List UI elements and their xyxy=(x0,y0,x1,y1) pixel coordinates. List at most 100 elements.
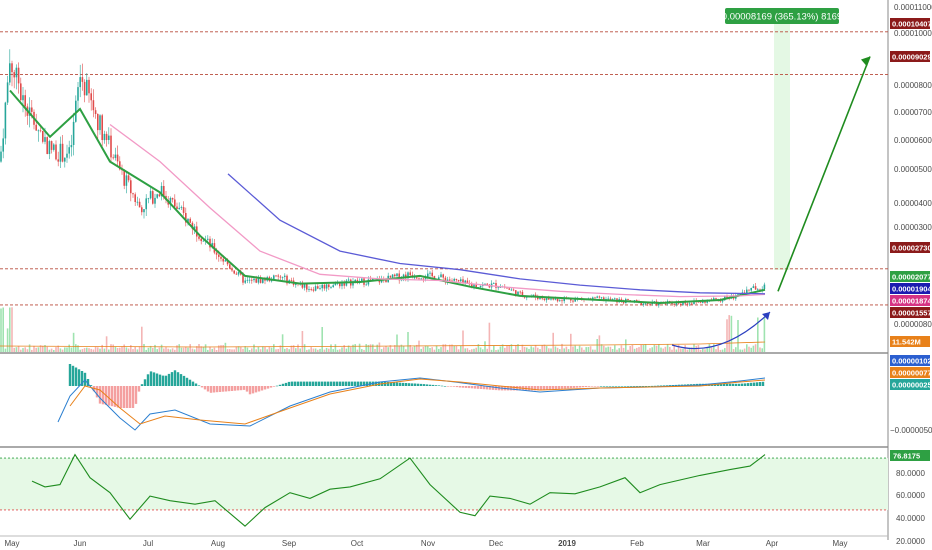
volume-bar xyxy=(341,347,343,352)
volume-bar xyxy=(306,349,308,352)
macd-histogram-bar xyxy=(269,386,273,388)
volume-bar xyxy=(275,349,277,352)
volume-bar xyxy=(372,344,374,352)
candle-body xyxy=(46,137,48,154)
level-badge: 11.542M xyxy=(892,338,921,347)
candle-body xyxy=(185,213,187,223)
volume-bar xyxy=(361,349,363,352)
volume-bar xyxy=(743,348,746,352)
volume-bar xyxy=(339,349,341,352)
macd-histogram-bar xyxy=(335,381,339,386)
macd-histogram-bar xyxy=(734,383,738,386)
macd-histogram-bar xyxy=(719,383,723,386)
volume-bar xyxy=(420,348,422,352)
macd-histogram-bar xyxy=(155,373,159,386)
volume-bar xyxy=(367,344,370,352)
volume-bar xyxy=(543,344,546,352)
volume-bar xyxy=(37,347,40,352)
volume-bar xyxy=(464,348,466,352)
volume-bar xyxy=(556,347,559,352)
macd-histogram-bar xyxy=(626,386,630,387)
volume-bar xyxy=(600,344,603,352)
level-badge: 0.00002730 xyxy=(892,244,932,253)
macd-histogram-bar xyxy=(401,382,405,386)
volume-bar xyxy=(288,349,290,352)
volume-bar xyxy=(616,349,618,352)
macd-histogram-bar xyxy=(281,383,285,386)
volume-bar xyxy=(440,347,442,352)
macd-histogram-bar xyxy=(449,386,453,387)
candle-body xyxy=(328,284,330,288)
macd-histogram-bar xyxy=(590,386,594,387)
level-badge-bg xyxy=(890,18,930,29)
moving-averages xyxy=(9,89,766,305)
macd-histogram-bar xyxy=(671,385,675,386)
volume-bar xyxy=(550,348,552,352)
candle-body xyxy=(4,102,7,139)
candle-body xyxy=(715,298,717,300)
volume-bar xyxy=(231,349,233,352)
candle-body xyxy=(123,170,125,186)
candle-body xyxy=(233,270,235,274)
candle-body xyxy=(284,275,286,277)
macd-histogram-bar xyxy=(299,381,303,386)
candle-body xyxy=(88,79,90,94)
volume-bar xyxy=(750,347,752,352)
volume-bar xyxy=(702,348,704,352)
candle-body xyxy=(68,147,70,154)
macd-histogram-bar xyxy=(431,384,435,386)
candle-body xyxy=(699,302,702,304)
macd-histogram-bar xyxy=(305,381,309,386)
volume-bar xyxy=(438,348,440,352)
volume-bar xyxy=(295,348,297,352)
time-tick-label: 2019 xyxy=(558,539,576,548)
macd-histogram-bar xyxy=(314,381,318,386)
volume-bar xyxy=(171,348,174,352)
macd-histogram-bar xyxy=(230,386,234,391)
volume-bar xyxy=(752,345,755,352)
volume-bar xyxy=(433,349,436,352)
candle-body xyxy=(752,286,755,288)
volume-bar xyxy=(145,349,147,352)
volume-bar xyxy=(501,344,504,352)
volume-bar xyxy=(345,348,348,352)
volume-bar xyxy=(748,346,750,352)
volume-bar xyxy=(81,349,84,352)
volume-bar xyxy=(200,346,202,352)
volume-bar xyxy=(554,346,557,352)
rsi-indicator xyxy=(31,453,766,527)
volume-bar xyxy=(435,345,438,352)
candle-body xyxy=(545,297,548,301)
macd-histogram-bar xyxy=(473,386,477,389)
macd-histogram-bar xyxy=(653,385,657,387)
volume-bar xyxy=(99,348,101,352)
volume-bar xyxy=(587,347,590,352)
volume-bar xyxy=(110,344,112,352)
candle-body xyxy=(149,191,152,199)
volume-bar xyxy=(592,349,594,352)
volume-bar xyxy=(209,346,211,352)
rsi-badge-bg xyxy=(890,450,930,461)
macd-histogram-bar xyxy=(452,386,456,387)
candle-body xyxy=(332,285,334,287)
macd-histogram-bar xyxy=(116,386,120,408)
candle-body xyxy=(24,95,26,107)
volume-bar xyxy=(123,344,125,352)
volume-bar xyxy=(444,344,447,352)
ma-green-line xyxy=(9,89,766,305)
volume-bar xyxy=(103,348,106,352)
volume-bar xyxy=(378,342,381,352)
volume-bar xyxy=(112,344,114,352)
volume-bar xyxy=(724,348,726,352)
macd-histogram-bar xyxy=(542,386,546,391)
volume-bar xyxy=(9,307,11,352)
candle-body xyxy=(145,198,147,210)
macd-histogram-bar xyxy=(470,386,474,389)
candle-body xyxy=(81,77,84,82)
volume-bar xyxy=(90,348,92,352)
volume-bar xyxy=(548,348,550,352)
macd-histogram-bar xyxy=(362,381,366,386)
candle-body xyxy=(59,143,62,162)
macd-histogram-bar xyxy=(755,382,759,386)
